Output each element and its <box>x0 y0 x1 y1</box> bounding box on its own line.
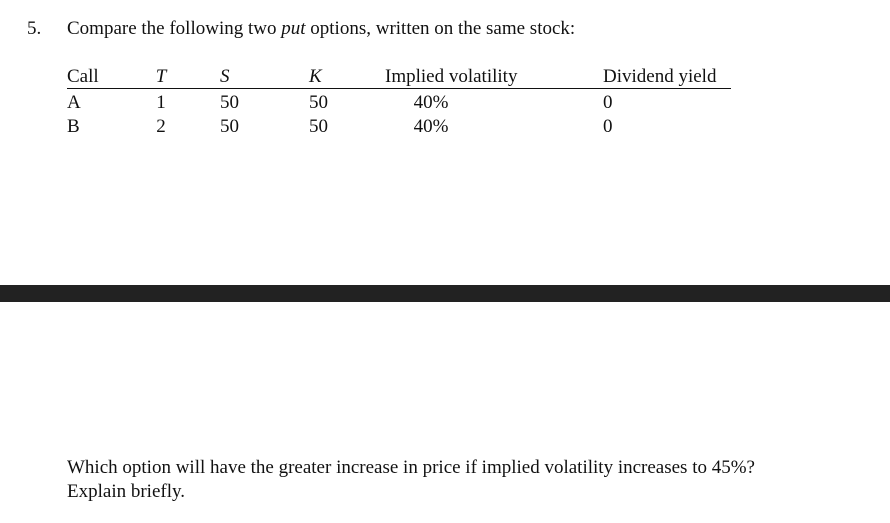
table-cell: B <box>67 116 80 137</box>
divider-bar <box>0 285 890 302</box>
table-header: K <box>309 66 322 87</box>
table-cell: 1 <box>156 92 166 113</box>
table-header: Dividend yield <box>603 66 717 87</box>
table-cell: 40% <box>413 92 449 113</box>
table-header: Call <box>67 66 99 87</box>
intro-text: options, written on the same stock: <box>305 18 576 39</box>
table-header: S <box>220 66 230 87</box>
table-cell: 50 <box>220 116 239 137</box>
table-cell: 50 <box>309 92 328 113</box>
table-header: Implied volatility <box>385 66 518 87</box>
header-rule <box>67 88 731 89</box>
table-cell: 40% <box>413 116 449 137</box>
question-line: Explain briefly. <box>67 481 186 502</box>
table-cell: 2 <box>156 116 166 137</box>
table-header: T <box>155 66 167 87</box>
table-cell: 50 <box>220 92 239 113</box>
intro: Compare the following two put options, w… <box>67 18 575 40</box>
question-line: Which option will have the greater incre… <box>67 457 755 478</box>
table-cell: A <box>67 92 81 113</box>
question-number: 5. <box>27 18 42 39</box>
table-cell: 0 <box>603 92 613 113</box>
table-cell: 0 <box>603 116 613 137</box>
table-cell: 50 <box>309 116 328 137</box>
intro-text: Compare the following two <box>67 18 282 39</box>
intro-emphasis: put <box>281 18 306 39</box>
